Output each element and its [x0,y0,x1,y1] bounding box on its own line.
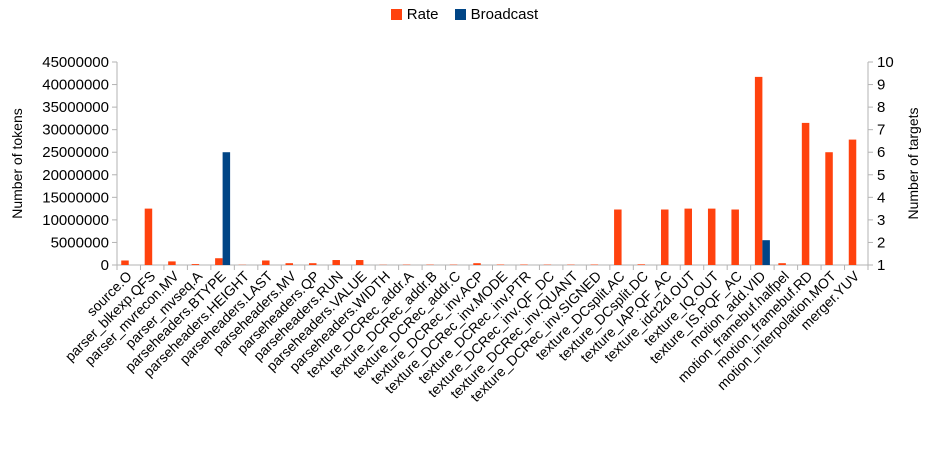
y2-tick-label: 3 [877,212,885,229]
y2-axis-title: Number of targets [905,107,921,219]
bar-broadcast [762,240,770,265]
bar-rate [614,209,622,265]
y-tick-label: 15000000 [42,189,109,206]
y-tick-label: 10000000 [42,212,109,229]
y2-tick-label: 4 [877,189,885,206]
bar-rate [144,208,153,265]
y-tick-label: 20000000 [42,167,109,184]
y2-tick-label: 8 [877,99,885,116]
y2-tick-label: 5 [877,167,885,184]
bar-rate [825,152,833,265]
bar-rate [731,209,739,265]
bar-rate [355,260,364,265]
bar-rate [332,260,340,265]
y2-tick-label: 7 [877,122,885,139]
y2-tick-label: 1 [877,257,885,274]
y-tick-label: 45000000 [42,54,109,71]
y2-tick-label: 6 [877,144,885,161]
legend-item-rate: Rate [390,6,439,23]
bar-rate [707,208,716,265]
y-tick-label: 5000000 [51,234,109,251]
bar-rate [661,209,669,265]
bar-rate [215,258,223,265]
y-tick-label: 25000000 [42,144,109,161]
bar-rate [801,122,810,266]
bar-rate [168,261,176,265]
y2-tick-label: 9 [877,77,885,94]
bar-rate [684,208,692,265]
y-tick-label: 30000000 [42,122,109,139]
legend-item-broadcast: Broadcast [454,6,539,23]
y-tick-label: 40000000 [42,77,109,94]
y2-tick-label: 10 [877,54,894,71]
bar-rate [308,263,317,265]
bar-rate [848,139,857,265]
y-tick-label: 35000000 [42,99,109,116]
bar-rate [754,76,763,266]
legend-label-broadcast: Broadcast [470,6,539,23]
bar-rate [778,263,786,265]
legend-swatch-rate [390,9,402,20]
y2-tick-label: 2 [877,234,885,251]
bar-rate [191,264,200,265]
bar-rate [637,264,646,265]
legend-label-rate: Rate [406,6,439,23]
bar-rate [285,263,294,265]
y-tick-label: 0 [101,257,109,274]
bar-rate [262,260,270,265]
chart-legend: Rate Broadcast [0,6,929,24]
bar-rate [121,260,129,265]
y-axis-title: Number of tokens [9,108,25,219]
bar-rate [473,263,481,265]
bar-broadcast [222,152,231,265]
legend-swatch-broadcast [454,9,466,20]
